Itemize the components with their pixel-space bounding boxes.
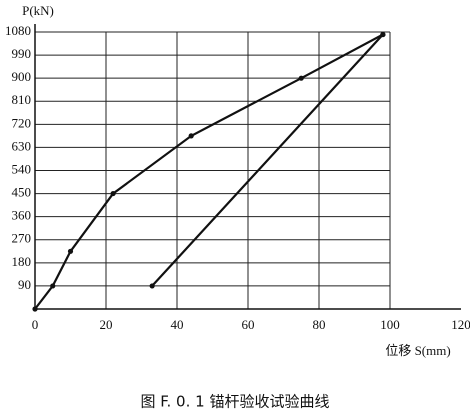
x-tick-label: 60 [242, 317, 255, 332]
caption: 图 F. 0. 1 锚杆验收试验曲线 [141, 393, 330, 411]
y-tick-label: 810 [12, 92, 32, 107]
x-tick-label: 20 [100, 317, 113, 332]
y-tick-label: 540 [12, 161, 32, 176]
x-axis-label: 位移 S(mm) [385, 343, 450, 358]
y-tick-label: 270 [12, 231, 32, 246]
y-tick-label: 450 [12, 185, 32, 200]
data-point [67, 248, 74, 254]
y-tick-label: 180 [12, 254, 32, 269]
y-tick-label: 360 [12, 208, 32, 223]
data-point [110, 190, 116, 197]
y-tick-label: 990 [12, 46, 32, 61]
line-series [34, 33, 384, 310]
data-point [298, 75, 304, 81]
line-series [151, 33, 384, 287]
x-tick-label: 40 [171, 317, 184, 332]
data-point [32, 306, 38, 312]
x-tick-label: 100 [380, 317, 400, 332]
y-tick-label: 720 [12, 115, 32, 130]
data-point [380, 31, 386, 38]
y-tick-label: 90 [18, 277, 31, 292]
data-point [149, 283, 155, 289]
y-tick-label: 1080 [5, 23, 31, 38]
x-tick-label: 0 [32, 317, 39, 332]
x-tick-label: 120 [451, 317, 470, 332]
y-axis-label: P(kN) [22, 3, 54, 18]
x-tick-label: 80 [313, 317, 326, 332]
y-tick-label: 630 [12, 138, 32, 153]
data-point [188, 133, 194, 139]
data-point [50, 283, 56, 289]
y-tick-label: 900 [12, 69, 32, 84]
